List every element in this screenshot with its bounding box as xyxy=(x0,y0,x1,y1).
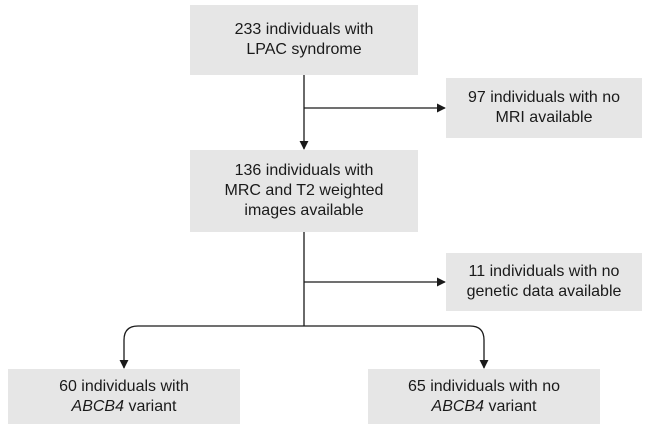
box-abcb4-positive: 60 individuals with ABCB4 variant xyxy=(8,369,240,424)
gene-name-abcb4: ABCB4 xyxy=(71,397,124,415)
box-excluded-genetic-line2: genetic data available xyxy=(466,283,622,300)
box-mrc-line2: MRC and T2 weighted xyxy=(224,182,384,199)
box-excluded-genetic: 11 individuals with no genetic data avai… xyxy=(446,253,642,311)
box-mrc: 136 individuals with MRC and T2 weighted… xyxy=(190,150,418,232)
box-mrc-line3: images available xyxy=(244,202,364,219)
arrow-to-abcb4-negative xyxy=(304,325,489,369)
arrow-to-abcb4-positive xyxy=(119,325,304,369)
box-abcb4-negative: 65 individuals with no ABCB4 variant xyxy=(368,369,600,424)
box-excluded-mri-line1: 97 individuals with no xyxy=(467,89,621,106)
box-abcb4-positive-line1: 60 individuals with xyxy=(59,377,189,395)
box-abcb4-positive-line2: ABCB4 variant xyxy=(72,397,177,417)
box-mrc-line1: 136 individuals with xyxy=(234,162,374,179)
variant-label: variant xyxy=(124,397,177,415)
box-total-line2: LPAC syndrome xyxy=(246,41,362,58)
gene-name-abcb4: ABCB4 xyxy=(431,397,484,415)
box-excluded-mri-line2: MRI available xyxy=(495,109,593,126)
box-abcb4-negative-line2: ABCB4 variant xyxy=(432,397,537,417)
box-excluded-mri: 97 individuals with no MRI available xyxy=(446,78,642,138)
box-total: 233 individuals with LPAC syndrome xyxy=(190,5,418,75)
box-abcb4-negative-line1: 65 individuals with no xyxy=(407,377,561,395)
box-excluded-genetic-line1: 11 individuals with no xyxy=(468,263,620,280)
variant-label: variant xyxy=(484,397,537,415)
box-total-line1: 233 individuals with xyxy=(234,21,374,38)
